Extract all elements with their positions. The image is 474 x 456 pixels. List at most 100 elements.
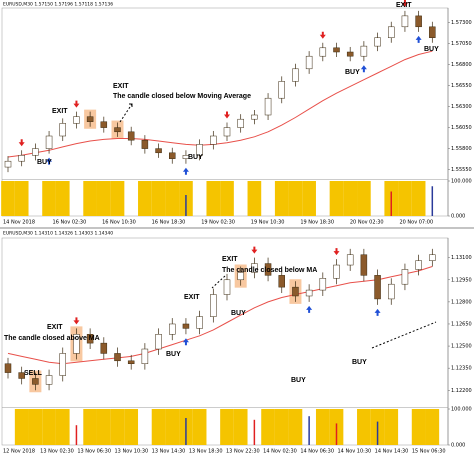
- candle-body: [18, 372, 25, 379]
- candle-body: [59, 353, 66, 376]
- annotation: BUY: [188, 154, 203, 161]
- annotation: BUY: [166, 351, 181, 358]
- indicator-bar: [151, 181, 166, 216]
- candle-body: [429, 26, 436, 38]
- candle-body: [401, 15, 409, 28]
- sell-arrow: [73, 100, 80, 108]
- sell-arrow: [319, 31, 326, 39]
- candle-body: [169, 323, 176, 335]
- sell-arrow: [73, 317, 80, 325]
- buy-arrow: [360, 65, 367, 73]
- annotation: EXIT: [396, 2, 412, 9]
- candle-body: [388, 283, 395, 300]
- x-tick-label: 13 Nov 06:30: [77, 449, 111, 455]
- y-tick-label: 1.56800: [451, 62, 472, 68]
- indicator-bar: [288, 181, 303, 216]
- buy-arrow: [415, 35, 422, 43]
- x-tick-label: 13 Nov 14:30: [152, 449, 186, 455]
- candle-body: [59, 123, 66, 137]
- x-tick-label: 16 Nov 02:30: [53, 220, 87, 226]
- candle-body: [374, 275, 381, 300]
- candle-body: [155, 334, 162, 350]
- y-tick-label: 0.000: [451, 214, 465, 220]
- indicator-bar: [357, 181, 371, 216]
- annotation: EXIT: [52, 108, 68, 115]
- x-tick-label: 20 Nov 07:00: [399, 220, 433, 226]
- indicator-bar: [357, 409, 371, 445]
- candle-body: [114, 353, 121, 362]
- indicator-bar: [192, 409, 207, 445]
- indicator-bar: [83, 181, 97, 216]
- candle-body: [305, 55, 313, 70]
- indicator-bar: [302, 181, 316, 216]
- x-tick-label: 19 Nov 18:30: [300, 220, 334, 226]
- sell-arrow: [333, 248, 340, 256]
- x-tick-label: 12 Nov 2018: [3, 449, 35, 455]
- candle-body: [141, 348, 149, 364]
- y-tick-label: 1.12950: [451, 277, 472, 283]
- sell-arrow: [251, 246, 258, 254]
- candle-body: [360, 254, 368, 276]
- indicator-bar: [315, 409, 330, 445]
- candle-body: [251, 263, 258, 273]
- candle-body: [141, 139, 149, 149]
- candle-body: [73, 116, 80, 124]
- moving-average: [7, 266, 433, 365]
- annotation: BUY: [231, 310, 246, 317]
- candle-body: [346, 51, 354, 57]
- y-tick-label: 1.56550: [451, 83, 472, 89]
- indicator-bar: [14, 409, 29, 445]
- indicator-bar: [14, 181, 29, 216]
- candle-body: [86, 116, 94, 122]
- indicator-bar: [55, 409, 70, 445]
- indicator-bar: [83, 409, 97, 445]
- indicator-bar: [329, 181, 344, 216]
- candle-body: [18, 155, 25, 162]
- indicator-bar: [384, 409, 399, 445]
- indicator-bar: [261, 409, 275, 445]
- x-tick-label: 19 Nov 02:30: [201, 220, 235, 226]
- y-tick-label: 1.12500: [451, 344, 472, 350]
- arrow-head: [129, 103, 133, 107]
- candle-body: [333, 264, 340, 279]
- y-tick-label: 1.12800: [451, 299, 472, 305]
- dashed-arrow: [211, 275, 226, 289]
- candle-body: [292, 286, 299, 297]
- candle-body: [319, 47, 327, 57]
- sell-arrow: [224, 111, 230, 119]
- y-tick-label: 1.56300: [451, 104, 472, 110]
- candle-body: [45, 135, 53, 149]
- indicator-bar: [288, 409, 303, 445]
- candle-body: [429, 254, 436, 261]
- candle-body: [100, 342, 108, 354]
- indicator-bar: [55, 181, 70, 216]
- y-tick-label: 100.000: [451, 407, 472, 413]
- indicator-bar: [206, 181, 221, 216]
- candle-body: [305, 289, 313, 297]
- chart-header: EURUSD,M30 1.14310 1.14326 1.14303 1.143…: [3, 231, 113, 237]
- candle-body: [155, 148, 162, 154]
- x-tick-label: 14 Nov 02:30: [263, 449, 297, 455]
- indicator-bar: [110, 181, 125, 216]
- annotation: BUY: [37, 159, 52, 166]
- annotation: BUY: [291, 377, 306, 384]
- buy-arrow: [46, 157, 53, 165]
- x-tick-label: 13 Nov 22:30: [226, 449, 260, 455]
- indicator-bar: [274, 181, 289, 216]
- indicator-bar: [138, 181, 152, 216]
- buy-arrow: [182, 338, 189, 346]
- y-tick-label: 1.55800: [451, 146, 472, 152]
- indicator-bar: [165, 409, 180, 445]
- candle-body: [415, 260, 422, 270]
- candle-body: [182, 155, 190, 159]
- annotation: The candle closed above MA: [4, 335, 100, 342]
- candle-body: [223, 279, 231, 295]
- candle-body: [182, 323, 190, 329]
- x-tick-label: 16 Nov 10:30: [102, 220, 136, 226]
- y-tick-label: 1.12650: [451, 321, 472, 327]
- candle-body: [251, 114, 258, 120]
- indicator-bar: [28, 409, 43, 445]
- candle-body: [374, 37, 381, 47]
- indicator-bar: [411, 409, 426, 445]
- candle-body: [388, 26, 395, 38]
